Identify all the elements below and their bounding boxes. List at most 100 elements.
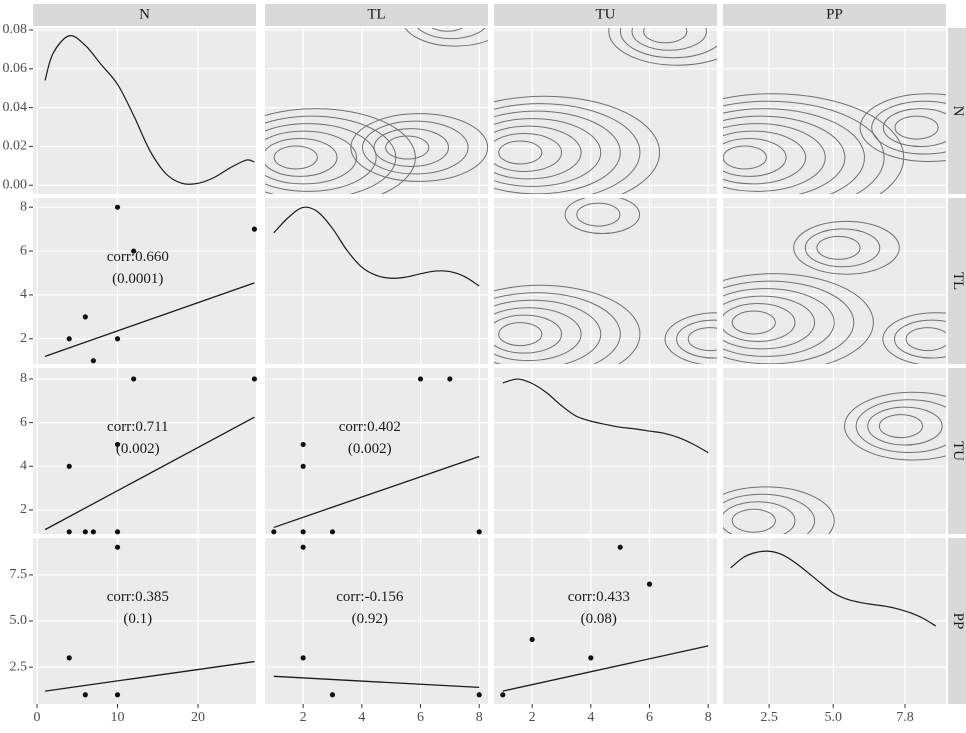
- point: [588, 655, 594, 661]
- density-line: [44, 35, 255, 185]
- contour-line: [723, 295, 816, 350]
- panel: [723, 198, 946, 364]
- contour-line: [385, 135, 430, 160]
- x-tick-label: 6: [646, 710, 653, 725]
- contour-line: [723, 138, 787, 177]
- point: [90, 529, 96, 535]
- panel: [723, 28, 946, 194]
- panel: corr:0.711 (0.002): [33, 368, 257, 535]
- contour-line: [723, 486, 835, 534]
- panel: [723, 368, 946, 534]
- y-tick-label: 7.5: [10, 567, 28, 582]
- contour-line: [498, 322, 543, 347]
- contour-line: [844, 391, 946, 461]
- panel: corr:-0.156 (0.92): [265, 538, 488, 704]
- point: [329, 529, 336, 535]
- correlation-label: (0.002): [348, 441, 392, 457]
- contour-line: [494, 292, 621, 364]
- contour-line: [494, 103, 641, 194]
- fit-line: [44, 416, 255, 531]
- panel: [494, 368, 717, 534]
- contours: [494, 28, 717, 194]
- contour-line: [793, 220, 900, 275]
- correlation-label: corr:0.402: [339, 419, 401, 435]
- contour-line: [498, 140, 543, 165]
- contour-line: [265, 108, 416, 194]
- panel: [494, 28, 717, 194]
- x-tick-label: 8: [476, 710, 483, 725]
- point: [131, 248, 137, 254]
- point: [417, 376, 424, 382]
- panel: corr:0.385 (0.1): [33, 538, 256, 704]
- contour-line: [905, 327, 946, 352]
- y-tick-label: 2.5: [10, 659, 28, 674]
- column-strip-label: N: [139, 6, 150, 22]
- contour-line: [723, 280, 855, 364]
- contour-line: [882, 108, 946, 148]
- panel: [494, 198, 717, 364]
- contour-line: [350, 113, 488, 182]
- column-strip: [33, 4, 256, 26]
- y-tick-label: 0.06: [3, 61, 28, 76]
- contours: [723, 220, 946, 364]
- point: [66, 463, 72, 469]
- x-tick-label: 4: [358, 710, 365, 725]
- panel-background: [265, 368, 488, 534]
- contour-line: [494, 307, 582, 362]
- row-strip-label: TL: [950, 272, 966, 290]
- contour-line: [731, 310, 776, 335]
- contour-line: [608, 28, 717, 66]
- contour-line: [494, 284, 641, 364]
- y-tick-label: 0.02: [3, 139, 28, 154]
- point: [251, 226, 257, 232]
- contour-line: [494, 95, 661, 194]
- point: [66, 529, 72, 535]
- contour-line: [723, 93, 905, 194]
- contour-line: [723, 501, 796, 534]
- contour-line: [404, 28, 488, 47]
- panel-background: [33, 28, 256, 194]
- y-tick-label: 0.00: [3, 177, 28, 192]
- contour-line: [494, 314, 563, 354]
- contour-line: [893, 319, 946, 359]
- y-tick-label: 4: [20, 287, 27, 302]
- point: [476, 692, 482, 698]
- panel-background: [265, 28, 488, 194]
- contour-line: [855, 399, 946, 454]
- column-strip-label: TL: [367, 6, 385, 22]
- contour-line: [265, 130, 358, 185]
- y-tick-label: 4: [20, 459, 27, 474]
- density-line: [730, 550, 937, 627]
- contour-line: [494, 133, 563, 172]
- column-strip-label: PP: [826, 6, 843, 22]
- correlation-label: corr:0.660: [107, 249, 169, 265]
- point: [114, 336, 121, 342]
- point: [114, 441, 121, 448]
- contour-line: [804, 228, 881, 268]
- x-tick-label: 4: [587, 710, 594, 725]
- contour-line: [859, 93, 946, 162]
- point: [646, 581, 653, 587]
- contour-line: [265, 138, 338, 177]
- density-line: [502, 378, 709, 454]
- contour-line: [723, 108, 865, 194]
- contour-line: [687, 327, 717, 352]
- x-tick-label: 7.8: [896, 710, 914, 725]
- panel: corr:0.402 (0.002): [265, 368, 488, 535]
- y-tick-label: 6: [20, 415, 27, 430]
- row-strip: [948, 538, 966, 704]
- panel: corr:0.660 (0.0001): [33, 198, 257, 364]
- x-tick-label: 2: [529, 710, 536, 725]
- correlation-label: corr:0.711: [107, 419, 169, 435]
- x-tick-label: 2.5: [760, 710, 778, 725]
- contour-line: [431, 28, 464, 32]
- point: [82, 692, 88, 698]
- contours: [265, 28, 488, 194]
- point: [447, 376, 453, 382]
- contour-line: [723, 130, 807, 185]
- panel-background: [494, 368, 717, 534]
- column-strip: [723, 4, 946, 26]
- y-tick-label: 8: [20, 371, 27, 386]
- contour-line: [576, 202, 621, 227]
